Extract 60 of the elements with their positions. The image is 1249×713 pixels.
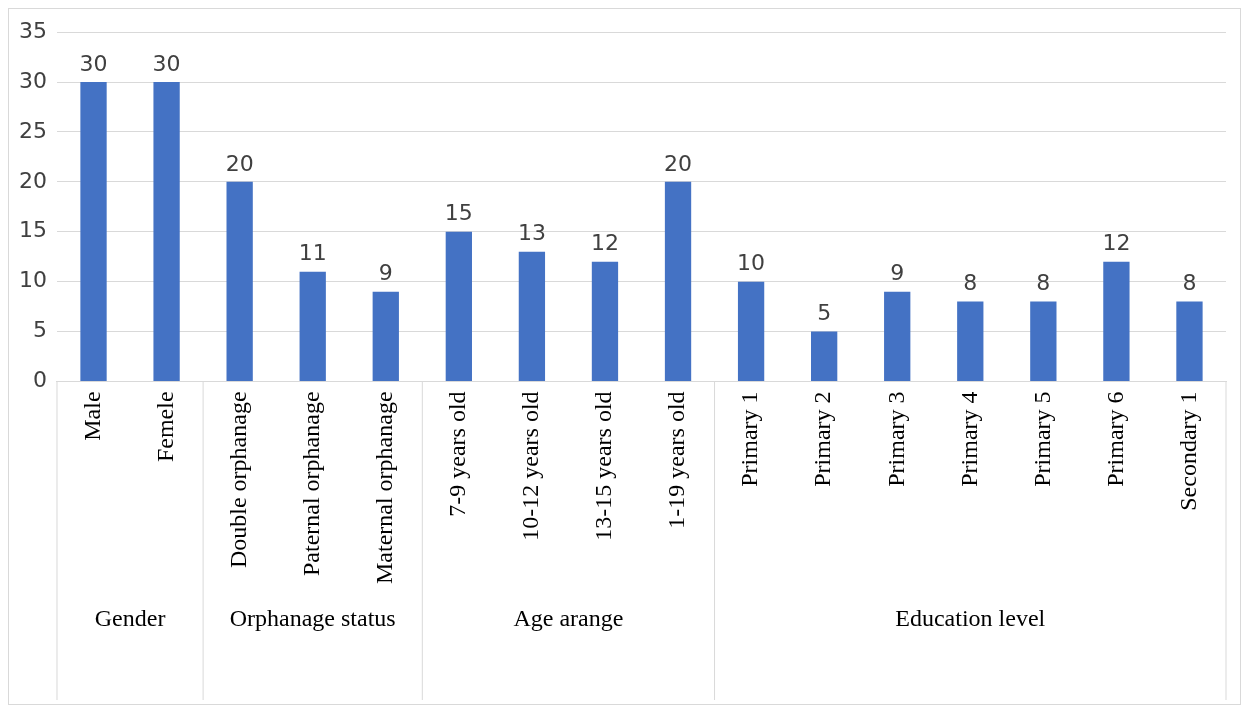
bar <box>226 181 253 381</box>
x-tick-label: Femele <box>151 391 178 463</box>
x-tick-label: Maternal orphanage <box>371 391 398 584</box>
bar <box>1030 301 1057 381</box>
data-label: 12 <box>590 230 619 256</box>
data-label: 12 <box>1102 230 1131 256</box>
bar <box>153 82 180 381</box>
bar <box>1176 301 1203 381</box>
data-label: 8 <box>1182 270 1197 296</box>
y-tick-label: 5 <box>32 317 47 343</box>
data-label: 9 <box>378 260 393 286</box>
bar <box>957 301 984 381</box>
bar <box>664 181 692 381</box>
x-tick-label: 10-12 years old <box>517 391 544 541</box>
y-tick-label: 15 <box>18 217 47 243</box>
bar <box>884 291 911 381</box>
x-tick-label: Secondary 1 <box>1174 391 1201 511</box>
bar <box>80 82 107 381</box>
bar <box>1103 261 1130 381</box>
data-label: 30 <box>79 50 108 76</box>
y-tick-label: 30 <box>18 67 47 93</box>
data-label: 20 <box>664 150 693 176</box>
data-label: 13 <box>517 220 546 246</box>
x-tick-label: Primary 4 <box>955 391 982 487</box>
x-tick-label: Primary 2 <box>809 391 836 487</box>
x-tick-label: 1-19 years old <box>663 391 690 529</box>
data-label: 11 <box>298 240 327 266</box>
y-tick-label: 20 <box>18 167 47 193</box>
x-tick-label: 13-15 years old <box>590 391 617 541</box>
text: Education level <box>895 605 1046 632</box>
y-tick-label: 10 <box>18 267 47 293</box>
bar <box>811 331 838 381</box>
data-label: 15 <box>444 200 473 226</box>
data-label: 8 <box>963 270 978 296</box>
y-tick-label: 25 <box>18 117 47 143</box>
data-label: 20 <box>225 150 254 176</box>
x-tick-label: 7-9 years old <box>444 391 471 517</box>
bar <box>518 251 546 381</box>
x-tick-label: Primary 5 <box>1028 391 1055 487</box>
data-label: 9 <box>890 260 905 286</box>
y-tick-label: 0 <box>32 367 47 393</box>
data-label: 30 <box>152 50 181 76</box>
text: Age arange <box>513 605 624 632</box>
x-tick-label: Double orphanage <box>224 391 251 569</box>
x-tick-label: Paternal orphanage <box>298 391 325 577</box>
text: Gender <box>94 605 166 632</box>
bar <box>299 271 326 381</box>
text: Orphanage status <box>229 605 396 632</box>
x-tick-label: Primary 6 <box>1101 391 1128 487</box>
x-tick-label: Male <box>78 391 105 441</box>
bar <box>445 231 472 381</box>
data-label: 10 <box>737 250 766 276</box>
data-label: 8 <box>1036 270 1051 296</box>
x-tick-label: Primary 3 <box>882 391 909 487</box>
data-label: 5 <box>817 300 832 326</box>
y-tick-label: 35 <box>18 17 47 43</box>
bar <box>737 281 765 381</box>
bar <box>372 291 399 381</box>
bar <box>591 261 619 381</box>
x-tick-label: Primary 1 <box>736 391 763 487</box>
